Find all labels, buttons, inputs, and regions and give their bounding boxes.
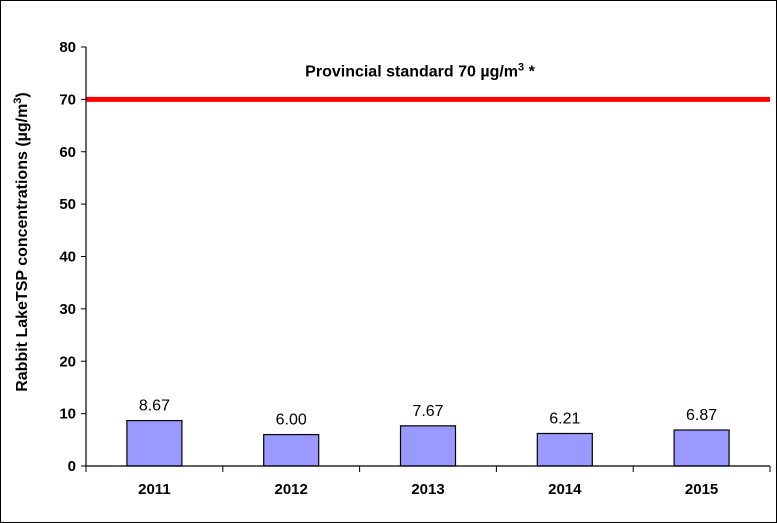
bar-2013 bbox=[399, 425, 457, 467]
y-tick-label: 0 bbox=[68, 458, 76, 475]
x-tick-label: 2014 bbox=[548, 481, 582, 498]
bar-2014 bbox=[536, 432, 593, 467]
x-tick-label: 2015 bbox=[685, 481, 718, 498]
y-axis-title-main: Rabbit LakeTSP concentrations (µg/m bbox=[14, 104, 31, 392]
bar-2012 bbox=[263, 433, 320, 467]
y-axis-title-sup: 3 bbox=[12, 98, 24, 104]
data-label-2012: 6.00 bbox=[276, 412, 307, 429]
x-tick-label: 2013 bbox=[411, 481, 444, 498]
y-tick-label: 70 bbox=[59, 91, 76, 108]
data-label-2015: 6.87 bbox=[686, 407, 717, 424]
y-tick-label: 40 bbox=[59, 249, 76, 266]
data-label-2013: 7.67 bbox=[412, 403, 443, 420]
reference-line-label: Provincial standard 70 µg/m3 * bbox=[305, 61, 535, 80]
bars-group bbox=[126, 419, 730, 467]
bar-2011 bbox=[126, 419, 183, 467]
y-tick-label: 10 bbox=[59, 406, 76, 423]
x-axis: 2011 2012 2013 2014 2015 bbox=[85, 465, 771, 498]
y-tick-label: 60 bbox=[59, 144, 76, 161]
y-tick-label: 20 bbox=[59, 353, 76, 370]
reference-label-main: Provincial standard 70 µg/m bbox=[305, 63, 518, 80]
data-label-2011: 8.67 bbox=[139, 398, 170, 415]
y-tick-label: 80 bbox=[59, 39, 76, 56]
y-axis: 0 10 20 30 40 50 60 70 80 bbox=[59, 39, 87, 475]
data-labels-group: 8.67 6.00 7.67 6.21 6.87 bbox=[139, 398, 717, 429]
reference-label-end: * bbox=[524, 63, 535, 80]
data-label-2014: 6.21 bbox=[549, 410, 580, 427]
x-tick-label: 2012 bbox=[275, 481, 308, 498]
y-tick-label: 30 bbox=[59, 301, 76, 318]
y-tick-label: 50 bbox=[59, 196, 76, 213]
x-tick-label: 2011 bbox=[138, 481, 171, 498]
bar-2015 bbox=[673, 429, 730, 467]
y-axis-title-end: ) bbox=[14, 92, 31, 97]
reference-label-sup: 3 bbox=[518, 61, 524, 73]
y-axis-title: Rabbit LakeTSP concentrations (µg/m3) bbox=[12, 92, 31, 392]
